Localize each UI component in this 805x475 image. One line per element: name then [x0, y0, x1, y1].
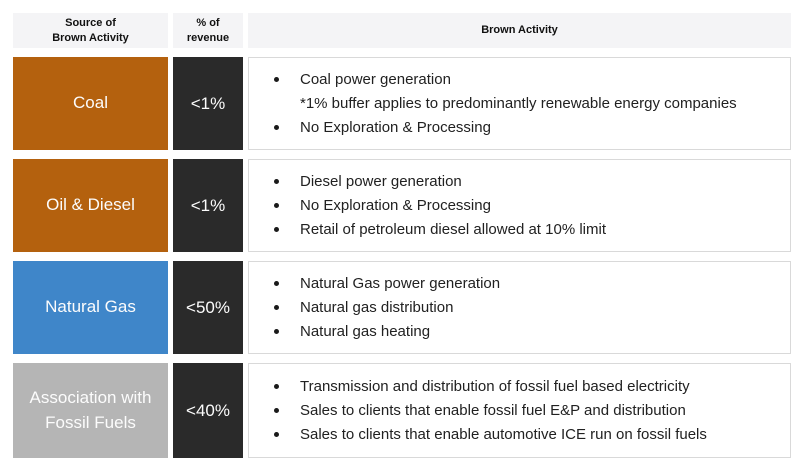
revenue-cell-oil-diesel: <1%	[173, 159, 243, 252]
activity-text: Sales to clients that enable automotive …	[300, 425, 707, 443]
bullet-icon	[269, 194, 283, 218]
activity-text: No Exploration & Processing	[300, 196, 491, 214]
source-cell-oil-diesel: Oil & Diesel	[13, 159, 168, 252]
source-cell-natural-gas: Natural Gas	[13, 261, 168, 354]
activity-cell-fossil-association: Transmission and distribution of fossil …	[248, 363, 791, 458]
activity-text: No Exploration & Processing	[300, 118, 491, 136]
bullet-icon	[269, 116, 283, 140]
activity-cell-oil-diesel: Diesel power generation No Exploration &…	[248, 159, 791, 252]
header-line: revenue	[186, 31, 230, 44]
activity-text: Natural gas heating	[300, 322, 431, 340]
activity-text: Sales to clients that enable fossil fuel…	[300, 401, 686, 419]
activity-text: Natural Gas power generation	[300, 274, 501, 292]
header-brown-activity: Brown Activity	[248, 13, 791, 48]
revenue-cell-fossil-association: <40%	[173, 363, 243, 458]
brown-activity-table: Source of Brown Activity % of revenue Br…	[13, 13, 791, 458]
activity-cell-coal: Coal power generation *1% buffer applies…	[248, 57, 791, 150]
activity-text: Transmission and distribution of fossil …	[300, 377, 690, 395]
revenue-cell-coal: <1%	[173, 57, 243, 150]
bullet-spacer	[269, 92, 283, 116]
bullet-icon	[269, 68, 283, 92]
activity-item: Sales to clients that enable fossil fuel…	[269, 399, 780, 423]
activity-item-continuation: *1% buffer applies to predominantly rene…	[269, 92, 780, 116]
activity-item: No Exploration & Processing	[269, 194, 780, 218]
activity-cell-natural-gas: Natural Gas power generation Natural gas…	[248, 261, 791, 354]
source-cell-fossil-association: Association with Fossil Fuels	[13, 363, 168, 458]
activity-item: Sales to clients that enable automotive …	[269, 423, 780, 447]
bullet-icon	[269, 296, 283, 320]
activity-item: Retail of petroleum diesel allowed at 10…	[269, 218, 780, 242]
bullet-icon	[269, 272, 283, 296]
activity-text: Retail of petroleum diesel allowed at 10…	[300, 220, 606, 238]
activity-item: No Exploration & Processing	[269, 116, 780, 140]
bullet-icon	[269, 320, 283, 344]
bullet-icon	[269, 170, 283, 194]
bullet-icon	[269, 399, 283, 423]
activity-text: Coal power generation	[300, 70, 451, 88]
activity-text: Diesel power generation	[300, 172, 462, 190]
bullet-icon	[269, 218, 283, 242]
header-line: Brown Activity	[52, 31, 129, 44]
source-cell-coal: Coal	[13, 57, 168, 150]
activity-item: Natural gas heating	[269, 320, 780, 344]
bullet-icon	[269, 423, 283, 447]
activity-item: Natural gas distribution	[269, 296, 780, 320]
activity-item: Coal power generation	[269, 68, 780, 92]
activity-text: *1% buffer applies to predominantly rene…	[300, 94, 737, 112]
header-line: % of	[196, 16, 220, 29]
activity-item: Transmission and distribution of fossil …	[269, 375, 780, 399]
revenue-cell-natural-gas: <50%	[173, 261, 243, 354]
activity-text: Natural gas distribution	[300, 298, 454, 316]
header-source-of-brown-activity: Source of Brown Activity	[13, 13, 168, 48]
header-line: Source of	[65, 16, 116, 29]
header-line: Brown Activity	[481, 24, 558, 37]
activity-item: Diesel power generation	[269, 170, 780, 194]
activity-item: Natural Gas power generation	[269, 272, 780, 296]
bullet-icon	[269, 375, 283, 399]
header-percent-of-revenue: % of revenue	[173, 13, 243, 48]
